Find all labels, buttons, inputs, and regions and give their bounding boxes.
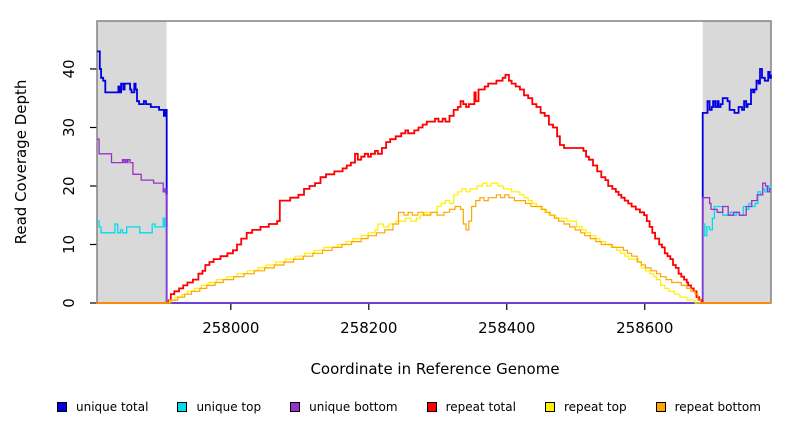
- legend-item-repeat-bottom: repeat bottom: [655, 400, 761, 414]
- series-line-unique-top: [97, 185, 772, 304]
- legend-item-unique-total: unique total: [57, 401, 148, 413]
- legend-label: unique total: [76, 400, 149, 414]
- x-axis-title: Coordinate in Reference Genome: [310, 360, 560, 378]
- y-tick-label: 20: [60, 176, 78, 195]
- legend-item-unique-top: unique top: [177, 401, 261, 413]
- series-line-repeat-total: [97, 73, 771, 304]
- y-tick-label: 0: [60, 298, 78, 308]
- legend-item-unique-bottom: unique bottom: [290, 400, 398, 414]
- legend-swatch-icon: [177, 402, 188, 412]
- y-tick-label: 40: [60, 59, 78, 78]
- x-tick-label: 258600: [616, 319, 673, 337]
- plot-box: [96, 20, 772, 304]
- legend-label: unique top: [196, 400, 262, 414]
- plot-area: 258000 258200 258400 258600 0 10 20 30 40: [60, 20, 772, 337]
- series-line-repeat-bottom: [97, 194, 771, 304]
- legend-label: repeat bottom: [674, 400, 761, 414]
- x-tick-label: 258000: [202, 319, 259, 337]
- series-line-repeat-top: [97, 182, 771, 304]
- y-tick-label: 30: [60, 118, 78, 137]
- legend-item-repeat-top: repeat top: [544, 400, 627, 414]
- legend-swatch-icon: [57, 402, 67, 412]
- x-tick-label: 258400: [478, 319, 535, 337]
- legend-label: repeat total: [445, 400, 516, 414]
- series-line-unique-total: [97, 50, 772, 304]
- shaded-region: [702, 21, 771, 303]
- legend-label: unique bottom: [309, 400, 398, 414]
- x-tick-label: 258200: [340, 319, 397, 337]
- legend-swatch-icon: [655, 402, 666, 412]
- legend-swatch-icon: [426, 402, 437, 412]
- y-tick-label: 10: [60, 235, 78, 254]
- legend-swatch-icon: [290, 402, 301, 412]
- legend: unique total unique top unique bottom repea…: [0, 395, 792, 419]
- legend-swatch-icon: [544, 402, 555, 412]
- series-line-unique-bottom: [97, 138, 771, 304]
- legend-label: repeat top: [563, 400, 627, 414]
- y-axis-title: Read Coverage Depth: [12, 79, 30, 245]
- legend-item-repeat-total: repeat total: [426, 400, 516, 414]
